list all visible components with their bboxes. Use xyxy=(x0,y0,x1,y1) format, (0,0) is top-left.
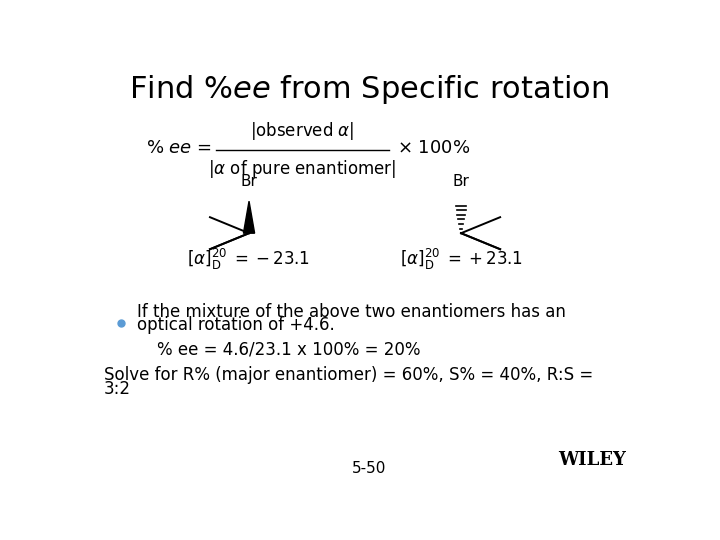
Text: 5-50: 5-50 xyxy=(352,461,386,476)
Text: |$\alpha$ of pure enantiomer|: |$\alpha$ of pure enantiomer| xyxy=(208,158,396,180)
Text: Find %$\it{ee}$ from Specific rotation: Find %$\it{ee}$ from Specific rotation xyxy=(129,73,609,106)
Polygon shape xyxy=(243,201,255,233)
Text: If the mixture of the above two enantiomers has an: If the mixture of the above two enantiom… xyxy=(138,303,567,321)
Text: optical rotation of +4.6.: optical rotation of +4.6. xyxy=(138,316,336,334)
Text: $\times$ 100%: $\times$ 100% xyxy=(397,139,470,157)
Text: 3:2: 3:2 xyxy=(104,380,131,398)
Text: |observed $\alpha$|: |observed $\alpha$| xyxy=(250,120,354,143)
Text: $[\alpha]_\mathrm{D}^{20}$ $= -$23.1: $[\alpha]_\mathrm{D}^{20}$ $= -$23.1 xyxy=(187,247,310,272)
Text: WILEY: WILEY xyxy=(558,451,626,469)
Text: % ee = 4.6/23.1 x 100% = 20%: % ee = 4.6/23.1 x 100% = 20% xyxy=(157,341,420,359)
Text: Br: Br xyxy=(240,174,258,190)
Text: Br: Br xyxy=(453,174,469,190)
Text: Solve for R% (major enantiomer) = 60%, S% = 40%, R:S =: Solve for R% (major enantiomer) = 60%, S… xyxy=(104,366,593,383)
Text: % $\it{ee}$ =: % $\it{ee}$ = xyxy=(145,139,212,157)
Text: $[\alpha]_\mathrm{D}^{20}$ $= +$23.1: $[\alpha]_\mathrm{D}^{20}$ $= +$23.1 xyxy=(400,247,523,272)
